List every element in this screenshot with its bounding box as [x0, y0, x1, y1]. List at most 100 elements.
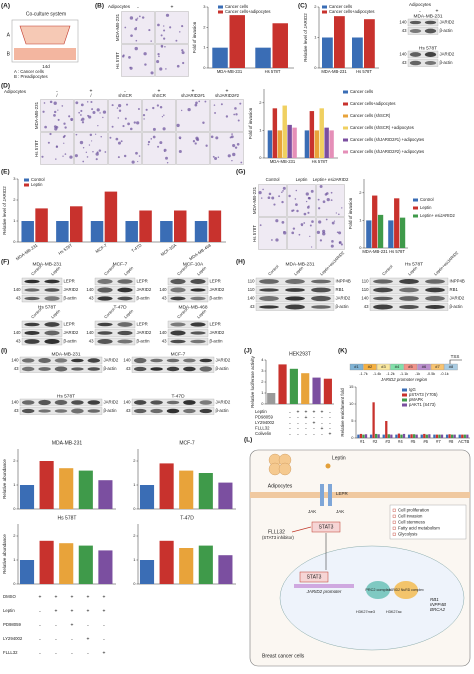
sign: -	[321, 431, 323, 437]
bar	[267, 393, 276, 404]
cell-stain	[104, 151, 107, 153]
mw-label: 43	[16, 339, 21, 344]
cell-stain	[85, 151, 88, 153]
cell-stain	[275, 219, 279, 223]
bar	[435, 434, 439, 438]
cell-stain	[121, 55, 125, 58]
stat3-box	[299, 571, 329, 583]
sign: -	[329, 420, 331, 426]
promoter-site	[376, 363, 391, 371]
cell-stain	[318, 207, 321, 210]
band	[399, 296, 419, 301]
panel-label: (L)	[244, 437, 252, 444]
cell-stain	[142, 114, 146, 117]
sign: +	[71, 622, 74, 628]
legend-label: Cancer cells+adipocytes	[350, 101, 396, 106]
bar	[453, 434, 456, 438]
promoter-site	[417, 363, 431, 371]
cell-stain	[178, 149, 182, 154]
band	[425, 287, 445, 293]
panel-label: (H)	[236, 259, 245, 266]
bar	[277, 130, 283, 158]
micrograph	[74, 132, 108, 165]
cell-stain	[160, 44, 164, 48]
cell-stain	[118, 109, 122, 112]
band	[71, 367, 84, 371]
label: 14d	[42, 64, 50, 69]
label: +	[192, 88, 195, 94]
label: Fatty acid metabolism	[398, 526, 440, 531]
cell-stain	[115, 137, 119, 141]
y-tick-label: 15	[349, 384, 354, 389]
mw-label: 140	[13, 330, 21, 335]
cell-stain	[163, 150, 166, 152]
bar	[399, 217, 406, 248]
label: #6	[422, 364, 427, 369]
cell-stain	[309, 224, 312, 227]
band	[399, 279, 419, 284]
panel-label: (F)	[1, 259, 9, 266]
protein-label: β-actin	[216, 408, 230, 413]
band	[97, 287, 113, 293]
cell-stain	[109, 136, 112, 139]
mw-label: 140	[247, 296, 255, 301]
sign: +	[321, 409, 324, 415]
band	[285, 278, 305, 285]
cell-stain	[118, 104, 122, 108]
cell-stain	[298, 233, 301, 236]
band	[409, 60, 422, 66]
band	[44, 338, 60, 345]
cell-stain	[166, 162, 169, 164]
protein-label: β-actin	[137, 339, 151, 344]
label: A : Cancer cells	[14, 69, 44, 74]
y-tick-label: 3	[261, 368, 264, 373]
protein-label: INPP4B	[450, 279, 465, 284]
blot-strip	[21, 329, 63, 337]
protein-label: β-actin	[104, 366, 118, 371]
chart-title: MDA-MB-231	[52, 440, 83, 446]
legend-swatch	[343, 102, 348, 106]
axis-title: Relative luciferase activity	[250, 355, 255, 408]
band	[190, 331, 206, 335]
cell-stain	[331, 221, 335, 225]
lane-label: Leptin	[123, 308, 134, 319]
legend-label: Leptin	[31, 182, 43, 187]
mw-label: 43	[89, 296, 94, 301]
sign: -	[71, 636, 73, 642]
legend-swatch	[343, 126, 348, 130]
y-tick-label: 0	[359, 245, 362, 250]
bar	[420, 434, 423, 438]
cell-stain	[95, 133, 97, 135]
y-tick-label: 2	[314, 4, 317, 9]
protein-label: INPP4B	[336, 279, 351, 284]
cell-stain	[124, 117, 127, 120]
axis-title: Relative abundance	[2, 534, 7, 574]
label: B	[7, 51, 11, 57]
cell-stain	[117, 156, 120, 159]
band	[44, 279, 60, 284]
band	[311, 279, 331, 284]
bar	[372, 402, 375, 438]
cell-stain	[135, 151, 138, 155]
cell-stain	[144, 63, 147, 66]
protein-label: LEPR	[64, 279, 75, 284]
bar	[394, 198, 400, 248]
cell-stain	[291, 231, 295, 235]
promoter-site	[403, 363, 418, 371]
band	[24, 322, 40, 327]
sign: +	[297, 409, 300, 415]
sign: -	[321, 420, 323, 426]
band	[190, 288, 206, 292]
y-tick-label: 2	[13, 533, 16, 538]
x-tick-label: #5	[411, 439, 416, 444]
y-tick-label: 2	[203, 24, 206, 29]
bar	[445, 434, 449, 438]
bar	[194, 221, 208, 242]
bar	[319, 108, 324, 158]
protein-label: LEPR	[137, 322, 148, 327]
bullet	[392, 532, 396, 536]
cell-stain	[49, 100, 53, 104]
cell-stain	[63, 134, 66, 137]
cell-stain	[159, 106, 163, 109]
mw-label: 110	[362, 287, 369, 292]
